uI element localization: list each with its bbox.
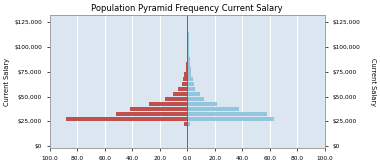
Bar (187, 37, 188, 42)
Bar (130, 107, 187, 111)
Bar (187, 77, 193, 82)
Bar (187, 57, 190, 62)
Y-axis label: Current Salary: Current Salary (4, 58, 10, 106)
Bar (66, 117, 187, 121)
Bar (177, 87, 187, 91)
Bar (174, 92, 187, 96)
Bar (184, 72, 187, 77)
Bar (187, 112, 267, 116)
Bar (186, 67, 187, 72)
Bar (184, 122, 187, 126)
Y-axis label: Current Salary: Current Salary (370, 58, 376, 106)
Bar (187, 52, 188, 57)
Bar (187, 87, 195, 91)
Bar (187, 102, 217, 106)
Bar (187, 33, 188, 37)
Bar (165, 97, 187, 101)
Bar (187, 42, 188, 47)
Title: Population Pyramid Frequency Current Salary: Population Pyramid Frequency Current Sal… (92, 4, 283, 13)
Bar (116, 112, 187, 116)
Bar (187, 117, 274, 121)
Bar (149, 102, 187, 106)
Bar (186, 62, 187, 67)
Bar (187, 62, 190, 67)
Bar (183, 77, 187, 82)
Bar (187, 67, 192, 72)
Bar (182, 82, 187, 86)
Bar (187, 122, 190, 126)
Bar (187, 72, 192, 77)
Bar (187, 97, 204, 101)
Bar (187, 47, 188, 52)
Bar (187, 82, 194, 86)
Bar (187, 92, 200, 96)
Bar (187, 107, 239, 111)
